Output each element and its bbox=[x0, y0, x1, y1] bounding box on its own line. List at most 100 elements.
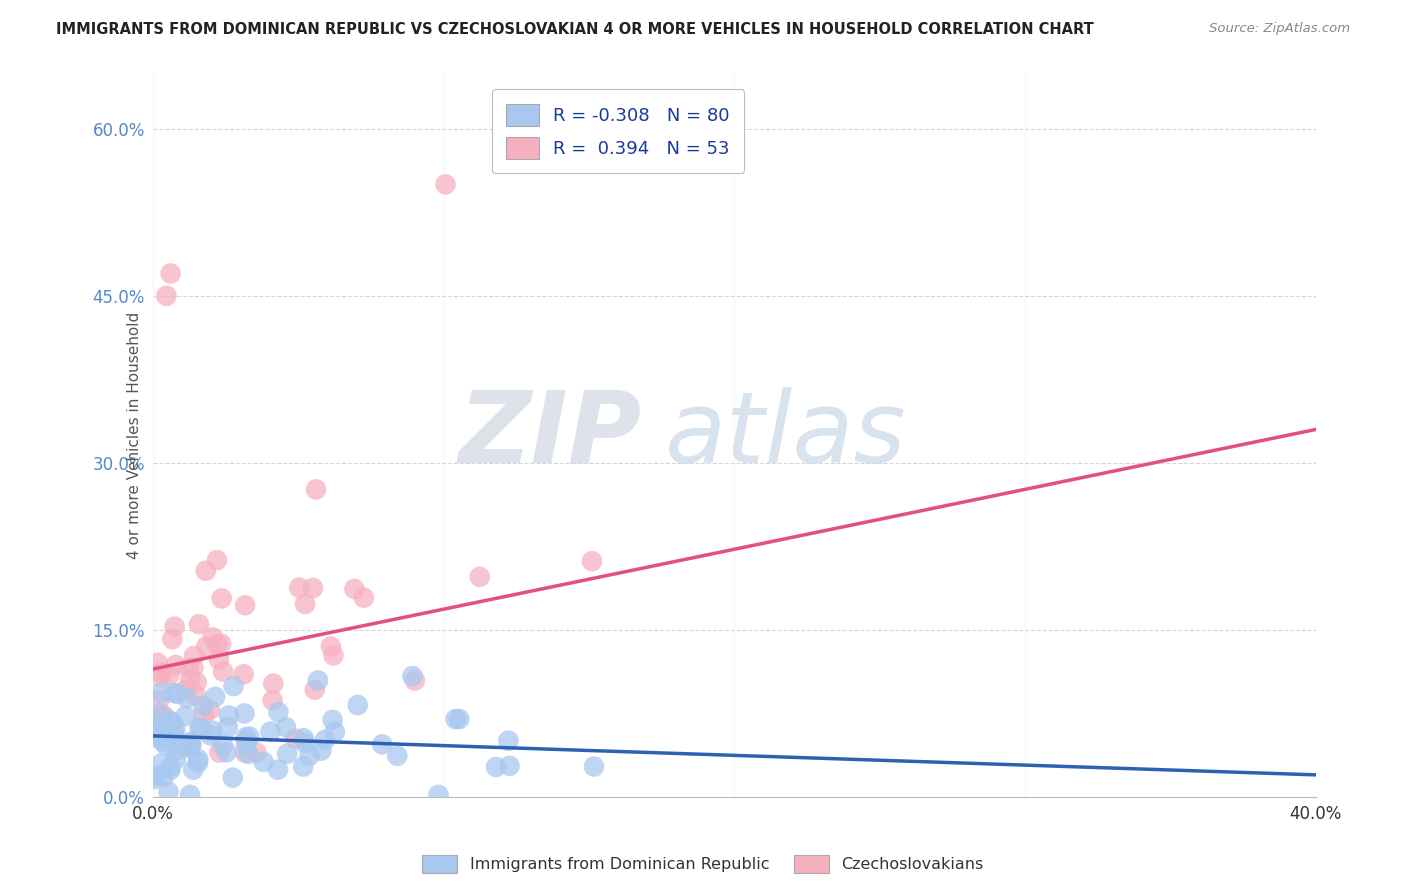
Point bbox=[468, 570, 491, 584]
Point bbox=[150, 686, 173, 700]
Point bbox=[427, 788, 450, 802]
Point bbox=[353, 591, 375, 605]
Point bbox=[485, 760, 508, 774]
Point bbox=[235, 734, 257, 748]
Point bbox=[222, 771, 245, 785]
Point bbox=[343, 582, 366, 596]
Point bbox=[148, 706, 170, 721]
Point bbox=[159, 267, 181, 281]
Point bbox=[149, 726, 172, 740]
Point bbox=[162, 632, 184, 646]
Point bbox=[180, 739, 202, 753]
Point bbox=[346, 698, 368, 712]
Point bbox=[204, 690, 226, 704]
Point bbox=[155, 729, 177, 743]
Point bbox=[187, 752, 209, 766]
Point bbox=[387, 748, 409, 763]
Point bbox=[173, 739, 195, 754]
Point bbox=[262, 676, 284, 690]
Legend: Immigrants from Dominican Republic, Czechoslovakians: Immigrants from Dominican Republic, Czec… bbox=[416, 848, 990, 880]
Point bbox=[292, 759, 315, 773]
Point bbox=[201, 723, 224, 738]
Point bbox=[284, 731, 307, 746]
Point bbox=[155, 738, 177, 752]
Point bbox=[201, 631, 224, 645]
Point bbox=[211, 738, 233, 752]
Point bbox=[232, 667, 254, 681]
Point bbox=[159, 760, 181, 774]
Point bbox=[160, 715, 183, 730]
Point bbox=[498, 733, 520, 747]
Point bbox=[444, 712, 467, 726]
Point bbox=[267, 763, 290, 777]
Point bbox=[180, 734, 202, 748]
Point bbox=[235, 737, 257, 751]
Text: ZIP: ZIP bbox=[458, 386, 641, 483]
Point bbox=[233, 599, 256, 613]
Point bbox=[186, 689, 208, 703]
Point bbox=[259, 724, 281, 739]
Legend: R = -0.308   N = 80, R =  0.394   N = 53: R = -0.308 N = 80, R = 0.394 N = 53 bbox=[492, 89, 744, 173]
Point bbox=[294, 597, 316, 611]
Point bbox=[307, 673, 329, 688]
Point bbox=[245, 746, 267, 760]
Point bbox=[208, 746, 231, 760]
Point bbox=[319, 640, 342, 654]
Point bbox=[155, 289, 177, 303]
Point bbox=[253, 755, 276, 769]
Text: Source: ZipAtlas.com: Source: ZipAtlas.com bbox=[1209, 22, 1350, 36]
Point bbox=[179, 673, 201, 687]
Point bbox=[152, 708, 174, 723]
Point bbox=[179, 741, 201, 756]
Point bbox=[404, 673, 426, 688]
Point bbox=[145, 768, 167, 782]
Point bbox=[165, 658, 187, 673]
Point bbox=[188, 721, 211, 735]
Point bbox=[148, 693, 170, 707]
Point bbox=[162, 731, 184, 745]
Point bbox=[176, 690, 198, 705]
Point bbox=[152, 770, 174, 784]
Point bbox=[267, 705, 290, 719]
Point bbox=[498, 759, 520, 773]
Point bbox=[193, 698, 215, 713]
Point bbox=[177, 739, 200, 753]
Text: IMMIGRANTS FROM DOMINICAN REPUBLIC VS CZECHOSLOVAKIAN 4 OR MORE VEHICLES IN HOUS: IMMIGRANTS FROM DOMINICAN REPUBLIC VS CZ… bbox=[56, 22, 1094, 37]
Point bbox=[142, 772, 165, 786]
Point bbox=[181, 763, 204, 777]
Point bbox=[174, 683, 197, 698]
Point bbox=[143, 719, 166, 733]
Point bbox=[163, 619, 186, 633]
Point bbox=[581, 554, 603, 568]
Point bbox=[165, 721, 187, 735]
Point bbox=[212, 665, 235, 679]
Point bbox=[274, 720, 297, 734]
Point bbox=[304, 682, 326, 697]
Point bbox=[211, 591, 233, 606]
Point bbox=[188, 617, 211, 632]
Point bbox=[152, 734, 174, 748]
Point bbox=[150, 756, 173, 771]
Point bbox=[294, 736, 316, 750]
Point bbox=[177, 661, 200, 675]
Point bbox=[157, 668, 180, 682]
Point bbox=[149, 670, 172, 684]
Point bbox=[215, 745, 238, 759]
Point bbox=[209, 637, 232, 651]
Point bbox=[238, 747, 260, 761]
Point bbox=[150, 709, 173, 723]
Point bbox=[205, 637, 228, 651]
Point bbox=[149, 665, 172, 680]
Point bbox=[292, 731, 315, 746]
Point bbox=[434, 178, 457, 192]
Point bbox=[235, 731, 257, 745]
Point bbox=[194, 564, 217, 578]
Point bbox=[174, 709, 197, 723]
Point bbox=[166, 687, 188, 701]
Point bbox=[163, 686, 186, 700]
Point bbox=[190, 721, 212, 735]
Point bbox=[217, 720, 239, 734]
Point bbox=[218, 708, 240, 723]
Point bbox=[205, 553, 228, 567]
Point bbox=[288, 581, 311, 595]
